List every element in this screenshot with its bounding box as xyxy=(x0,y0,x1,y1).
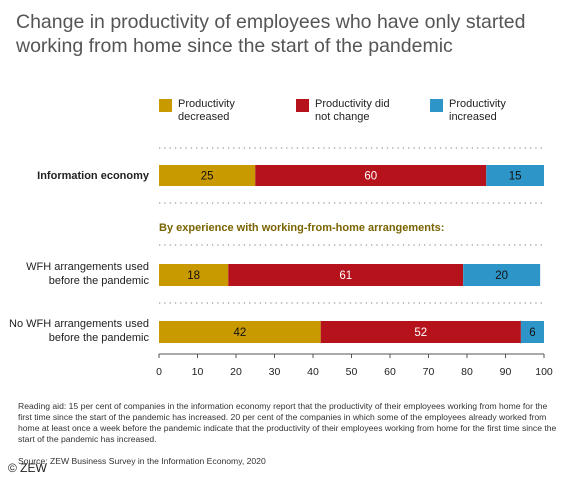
chart-title: Change in productivity of employees who … xyxy=(16,11,526,57)
legend-swatch-no-change xyxy=(296,99,309,112)
row-label-information-economy: Information economy xyxy=(37,170,149,182)
row-label-no-wfh-before: No WFH arrangements used before the pand… xyxy=(9,318,149,344)
x-tick-label: 40 xyxy=(307,366,319,378)
bar-segment xyxy=(463,264,541,286)
bar-data-label: 6 xyxy=(529,327,535,339)
bar-data-label: 61 xyxy=(339,270,352,282)
bar-segment xyxy=(228,264,464,286)
bar-segment xyxy=(159,165,256,186)
x-tick-label: 60 xyxy=(384,366,396,378)
x-tick-label: 0 xyxy=(156,366,162,378)
bar-segment xyxy=(159,264,229,286)
bar-segment xyxy=(159,321,321,343)
legend-item-no-change: Productivity did not change xyxy=(296,98,405,124)
row-label-wfh-before: WFH arrangements used before the pandemi… xyxy=(26,261,149,287)
bar-data-label: 15 xyxy=(509,171,522,183)
x-tick-label: 80 xyxy=(461,366,473,378)
bar-data-label: 60 xyxy=(364,171,377,183)
x-tick-label: 100 xyxy=(535,366,553,378)
legend-item-increased: Productivity increased xyxy=(430,98,539,124)
section-heading: By experience with working-from-home arr… xyxy=(159,222,445,234)
legend-item-decreased: Productivity decreased xyxy=(159,98,268,124)
legend-swatch-increased xyxy=(430,99,443,112)
x-tick-label: 70 xyxy=(423,366,435,378)
bar-segment xyxy=(486,165,544,186)
bar-segment xyxy=(520,321,544,343)
legend-swatch-decreased xyxy=(159,99,172,112)
copyright-notice: © ZEW xyxy=(8,461,47,475)
bar-segment xyxy=(255,165,487,186)
x-tick-label: 50 xyxy=(346,366,358,378)
bar-segment xyxy=(320,321,521,343)
x-tick-label: 90 xyxy=(500,366,512,378)
bar-data-label: 18 xyxy=(187,270,200,282)
x-tick-label: 30 xyxy=(269,366,281,378)
source-note: Source: ZEW Business Survey in the Infor… xyxy=(18,456,266,466)
legend-label-no-change: Productivity did not change xyxy=(315,98,390,123)
legend-label-decreased: Productivity decreased xyxy=(178,98,235,123)
bar-data-label: 42 xyxy=(233,327,246,339)
legend-label-increased: Productivity increased xyxy=(449,98,506,123)
bar-data-label: 52 xyxy=(414,327,427,339)
bar-data-label: 25 xyxy=(201,171,214,183)
bar-data-label: 20 xyxy=(495,270,508,282)
reading-aid-note: Reading aid: 15 per cent of companies in… xyxy=(18,401,557,444)
x-tick-label: 10 xyxy=(192,366,204,378)
x-tick-label: 20 xyxy=(230,366,242,378)
